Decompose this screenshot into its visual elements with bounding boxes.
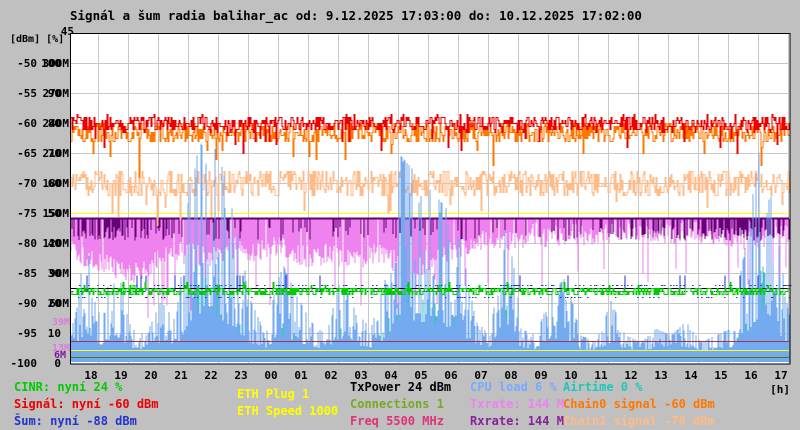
x-label-hour: 14 xyxy=(684,369,698,382)
x-label-hour: 11 xyxy=(594,369,608,382)
plot-border xyxy=(70,33,791,365)
y-label-dbm: -60 xyxy=(17,117,37,130)
y-label-pct: 90 xyxy=(47,87,61,100)
y-label-mbit: 60M xyxy=(49,297,69,310)
rate-marker-39M: 39M xyxy=(51,317,70,328)
y-label-dbm: -100 xyxy=(10,357,38,370)
x-label-hour: 21 xyxy=(174,369,188,382)
x-label-hour: 00 xyxy=(264,369,278,382)
y-label-mbit: 270M xyxy=(42,87,70,100)
x-label-hour: 05 xyxy=(414,369,428,382)
y-label-mbit: 300M xyxy=(42,57,70,70)
x-label-hour: 23 xyxy=(234,369,248,382)
x-label-hour: 06 xyxy=(444,369,458,382)
series-chain0 xyxy=(71,123,791,178)
graph-title: Signál a šum radia balihar_ac od: 9.12.2… xyxy=(70,8,642,23)
x-label-hour: 10 xyxy=(564,369,578,382)
x-axis-unit-label: [h] xyxy=(770,383,790,396)
y-label-mbit: 180M xyxy=(42,177,70,190)
legend-connections: Connections 1 xyxy=(350,397,444,411)
legend-cpu: CPU load 6 % xyxy=(470,380,557,394)
y-label-pct: 0 xyxy=(54,357,61,370)
x-label-hour: 15 xyxy=(714,369,728,382)
rate-marker-6M: 6M xyxy=(53,350,66,361)
rate-marker-13M: 13M xyxy=(51,343,70,354)
legend-eth: ETH Speed 1000 xyxy=(237,404,339,418)
y-label-dbm: -65 xyxy=(17,147,37,160)
legend-chain0: Chain0 signal -60 dBm xyxy=(563,397,715,411)
y-label-dbm: -70 xyxy=(17,177,37,190)
y-label-pct: 50 xyxy=(47,207,61,220)
y-label-dbm: -80 xyxy=(17,237,37,250)
x-label-hour: 07 xyxy=(474,369,488,382)
series-cinr xyxy=(71,282,791,295)
legend-noise: Šum: nyní -88 dBm xyxy=(14,414,137,428)
x-label-hour: 20 xyxy=(144,369,158,382)
y-label-dbm: -90 xyxy=(17,297,37,310)
y-label-dbm: -85 xyxy=(17,267,37,280)
legend-txpower: TxPower 24 dBm xyxy=(350,380,452,394)
legend-freq: Freq 5500 MHz xyxy=(350,414,444,428)
x-label-hour: 22 xyxy=(204,369,218,382)
x-label-hour: 12 xyxy=(624,369,638,382)
legend-txrate: Txrate: 144 M xyxy=(470,397,564,411)
legend-eth: ETH Plug 1 xyxy=(237,387,310,401)
legend-signal: Signál: nyní -60 dBm xyxy=(14,397,159,411)
legend-cinr: CINR: nyní 24 % xyxy=(14,380,123,394)
x-label-hour: 09 xyxy=(534,369,548,382)
y-label-dbm: -50 xyxy=(17,57,37,70)
x-label-hour: 01 xyxy=(294,369,308,382)
x-label-hour: 03 xyxy=(354,369,368,382)
y-label-dbm: -75 xyxy=(17,207,37,220)
y-label-pct: 10 xyxy=(47,327,61,340)
y-label-pct: 80 xyxy=(47,117,61,130)
y-label-pct: 40 xyxy=(47,237,61,250)
y-label-pct: 70 xyxy=(47,147,61,160)
x-label-hour: 04 xyxy=(384,369,398,382)
y-label-pct: 30 xyxy=(47,267,61,280)
y-label-mbit: 240M xyxy=(42,117,70,130)
y-label-pct: 20 xyxy=(47,297,61,310)
x-label-hour: 16 xyxy=(744,369,758,382)
series-signal xyxy=(71,114,791,154)
y-axis-units-label: [dBm] [%] xyxy=(10,34,65,45)
y-label-mbit: 150M xyxy=(42,207,70,220)
x-label-hour: 19 xyxy=(114,369,128,382)
x-label-hour: 18 xyxy=(84,369,98,382)
y-label-mbit: 90M xyxy=(49,267,69,280)
y-label-mbit: 210M xyxy=(42,147,70,160)
y-axis-top-value: 45 xyxy=(60,25,74,38)
y-label-mbit: 120M xyxy=(42,237,70,250)
y-label-dbm: -55 xyxy=(17,87,37,100)
series-chain1 xyxy=(71,171,791,226)
legend-chain1: Chain1 signal -70 dBm xyxy=(563,414,715,428)
x-label-hour: 02 xyxy=(324,369,338,382)
legend-rxrate: Rxrate: 144 M xyxy=(470,414,564,428)
legend-airtime: Airtime 0 % xyxy=(563,380,643,394)
y-label-pct: 60 xyxy=(47,177,61,190)
x-label-hour: 17 xyxy=(774,369,788,382)
y-label-dbm: -95 xyxy=(17,327,37,340)
y-label-pct: 100 xyxy=(41,57,61,70)
x-label-hour: 08 xyxy=(504,369,518,382)
x-label-hour: 13 xyxy=(654,369,668,382)
